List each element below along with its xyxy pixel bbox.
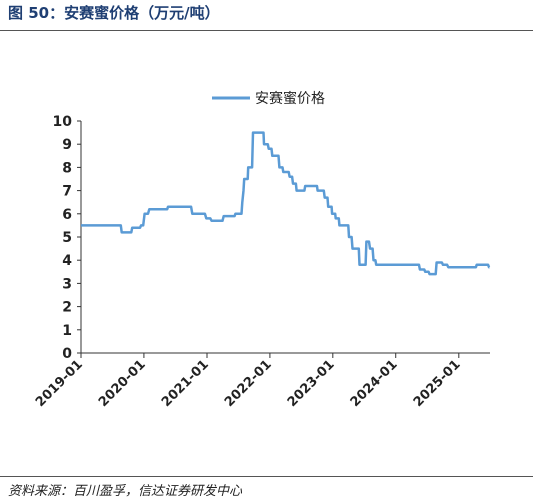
x-tick-label: 2024-01: [348, 357, 401, 410]
bottom-divider: [0, 476, 533, 477]
y-tick-label: 3: [62, 276, 72, 292]
x-tick-label: 2019-01: [33, 357, 86, 410]
top-divider: [0, 30, 533, 31]
y-tick-label: 0: [62, 346, 72, 362]
x-tick-label: 2022-01: [222, 357, 275, 410]
legend: 安赛蜜价格: [212, 91, 325, 107]
price-line-chart: 安赛蜜价格 0 1 2 3 4 5 6 7 8 9 10 2019-01 2020-01 2021-01…: [33, 91, 491, 410]
y-axis: 0 1 2 3 4 5 6 7 8 9 10: [53, 114, 82, 362]
y-tick-label: 8: [62, 160, 72, 176]
legend-label: 安赛蜜价格: [255, 91, 325, 107]
y-tick-label: 1: [62, 323, 72, 339]
series-line-acesulfame-price: [81, 131, 491, 276]
source-note: 资料来源：百川盈孚，信达证券研发中心: [8, 484, 243, 499]
x-tick-label: 2023-01: [285, 357, 338, 410]
figure-title: 图 50：安赛蜜价格（万元/吨）: [8, 4, 220, 22]
y-tick-label: 10: [53, 114, 73, 130]
y-tick-label: 9: [62, 137, 72, 153]
x-tick-label: 2021-01: [159, 357, 212, 410]
y-tick-label: 6: [62, 207, 72, 223]
x-axis: 2019-01 2020-01 2021-01 2022-01 2023-01 2024-…: [33, 352, 490, 410]
y-tick-label: 7: [62, 184, 72, 200]
y-tick-label: 5: [62, 230, 72, 246]
x-tick-label: 2020-01: [96, 357, 149, 410]
y-tick-label: 2: [62, 300, 72, 316]
y-tick-label: 4: [62, 253, 72, 269]
x-tick-label: 2025-01: [411, 357, 464, 410]
